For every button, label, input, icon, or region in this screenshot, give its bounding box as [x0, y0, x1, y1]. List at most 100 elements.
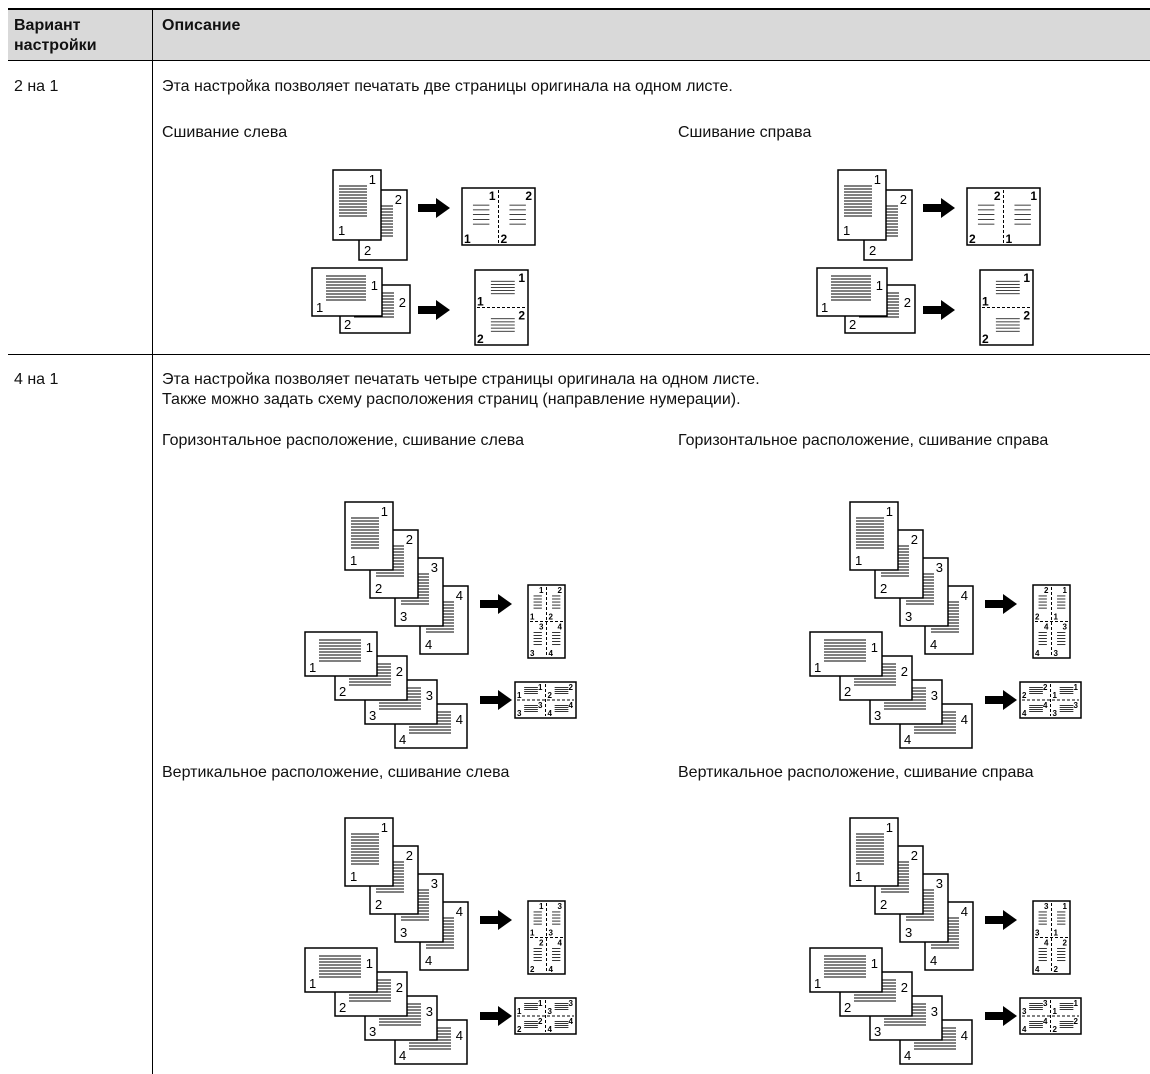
page-number: 4 — [456, 1028, 463, 1043]
page-number: 4 — [569, 701, 574, 710]
page-number: 2 — [569, 683, 574, 692]
arrow — [985, 1006, 1017, 1026]
page-number: 2 — [339, 684, 346, 699]
page-number: 1 — [855, 553, 862, 568]
page-number: 2 — [1035, 613, 1040, 622]
page-number: 4 — [558, 939, 563, 948]
caption: Вертикальное расположение, сшивание слев… — [162, 764, 510, 781]
page-number: 2 — [969, 232, 976, 246]
page-number: 2 — [849, 317, 856, 332]
page-number: 1 — [350, 553, 357, 568]
description: Также можно задать схему расположения ст… — [162, 391, 741, 408]
arrow — [985, 690, 1017, 710]
page-number: 1 — [1006, 232, 1013, 246]
page-number: 2 — [844, 1000, 851, 1015]
page-number: 3 — [369, 1024, 376, 1039]
page — [816, 267, 888, 317]
page-number: 4 — [569, 1017, 574, 1026]
header-cell: Описание — [162, 17, 241, 34]
page-number: 3 — [931, 1004, 938, 1019]
page-number: 3 — [558, 902, 563, 911]
page-number: 4 — [1035, 965, 1040, 974]
page-number: 3 — [431, 876, 438, 891]
page-number: 4 — [961, 904, 968, 919]
page-number: 4 — [961, 588, 968, 603]
row-line — [8, 354, 1150, 355]
page — [304, 947, 378, 993]
description: Эта настройка позволяет печатать четыре … — [162, 371, 760, 388]
page-number: 3 — [426, 1004, 433, 1019]
column-line — [152, 8, 153, 1074]
page-number: 2 — [880, 897, 887, 912]
page-number: 1 — [518, 271, 525, 285]
page-number: 2 — [538, 1017, 543, 1026]
page-number: 2 — [396, 980, 403, 995]
page-number: 1 — [1030, 189, 1037, 203]
page-number: 3 — [400, 925, 407, 940]
page-number: 2 — [911, 848, 918, 863]
page-number: 4 — [904, 1048, 911, 1063]
page-number: 2 — [396, 664, 403, 679]
page-number: 3 — [431, 560, 438, 575]
page-number: 1 — [843, 223, 850, 238]
page-number: 4 — [399, 1048, 406, 1063]
page-number: 3 — [1035, 929, 1040, 938]
page-number: 2 — [339, 1000, 346, 1015]
page-number: 3 — [530, 649, 535, 658]
arrow — [480, 594, 512, 614]
page-number: 1 — [1063, 902, 1068, 911]
page-number: 1 — [982, 295, 989, 309]
page-number: 3 — [874, 1024, 881, 1039]
arrow — [923, 300, 955, 320]
page-number: 4 — [904, 732, 911, 747]
page-number: 2 — [1022, 691, 1027, 700]
page-number: 4 — [1043, 701, 1048, 710]
page-number: 4 — [399, 732, 406, 747]
diagram: 2 2 1 1 2 2 1 1 2 2 1 1 1 1 2 2 — [816, 169, 1041, 346]
option: 4 на 1 — [14, 371, 59, 388]
page-number: 1 — [1074, 999, 1079, 1008]
page-number: 1 — [530, 929, 535, 938]
page-number: 1 — [871, 956, 878, 971]
page-number: 3 — [538, 701, 543, 710]
page-number: 2 — [548, 691, 553, 700]
page-number: 4 — [961, 1028, 968, 1043]
page-number: 2 — [869, 243, 876, 258]
page-number: 3 — [936, 876, 943, 891]
arrow — [418, 198, 450, 218]
page-number: 1 — [489, 189, 496, 203]
page — [809, 631, 883, 677]
page-number: 1 — [814, 976, 821, 991]
page-number: 1 — [874, 172, 881, 187]
page-number: 2 — [517, 1025, 522, 1034]
page-number: 4 — [425, 953, 432, 968]
page-number: 1 — [309, 976, 316, 991]
page-number: 2 — [399, 295, 406, 310]
arrow — [985, 594, 1017, 614]
page-number: 3 — [936, 560, 943, 575]
page-number: 2 — [880, 581, 887, 596]
page-number: 1 — [814, 660, 821, 675]
page-number: 2 — [406, 848, 413, 863]
page-number: 4 — [456, 904, 463, 919]
page-number: 4 — [549, 649, 554, 658]
page-number: 2 — [1053, 1025, 1058, 1034]
page-number: 1 — [517, 691, 522, 700]
page-number: 3 — [539, 623, 544, 632]
page-number: 3 — [569, 999, 574, 1008]
caption: Горизонтальное расположение, сшивание сл… — [162, 432, 524, 449]
page-number: 2 — [558, 586, 563, 595]
page-number: 3 — [400, 609, 407, 624]
page-number: 4 — [549, 965, 554, 974]
page-number: 1 — [517, 1007, 522, 1016]
description: Эта настройка позволяет печатать две стр… — [162, 78, 733, 95]
page-number: 2 — [477, 332, 484, 346]
page-number: 1 — [309, 660, 316, 675]
page-number: 1 — [886, 504, 893, 519]
caption: Вертикальное расположение, сшивание спра… — [678, 764, 1034, 781]
page — [809, 947, 883, 993]
page-number: 2 — [1063, 939, 1068, 948]
